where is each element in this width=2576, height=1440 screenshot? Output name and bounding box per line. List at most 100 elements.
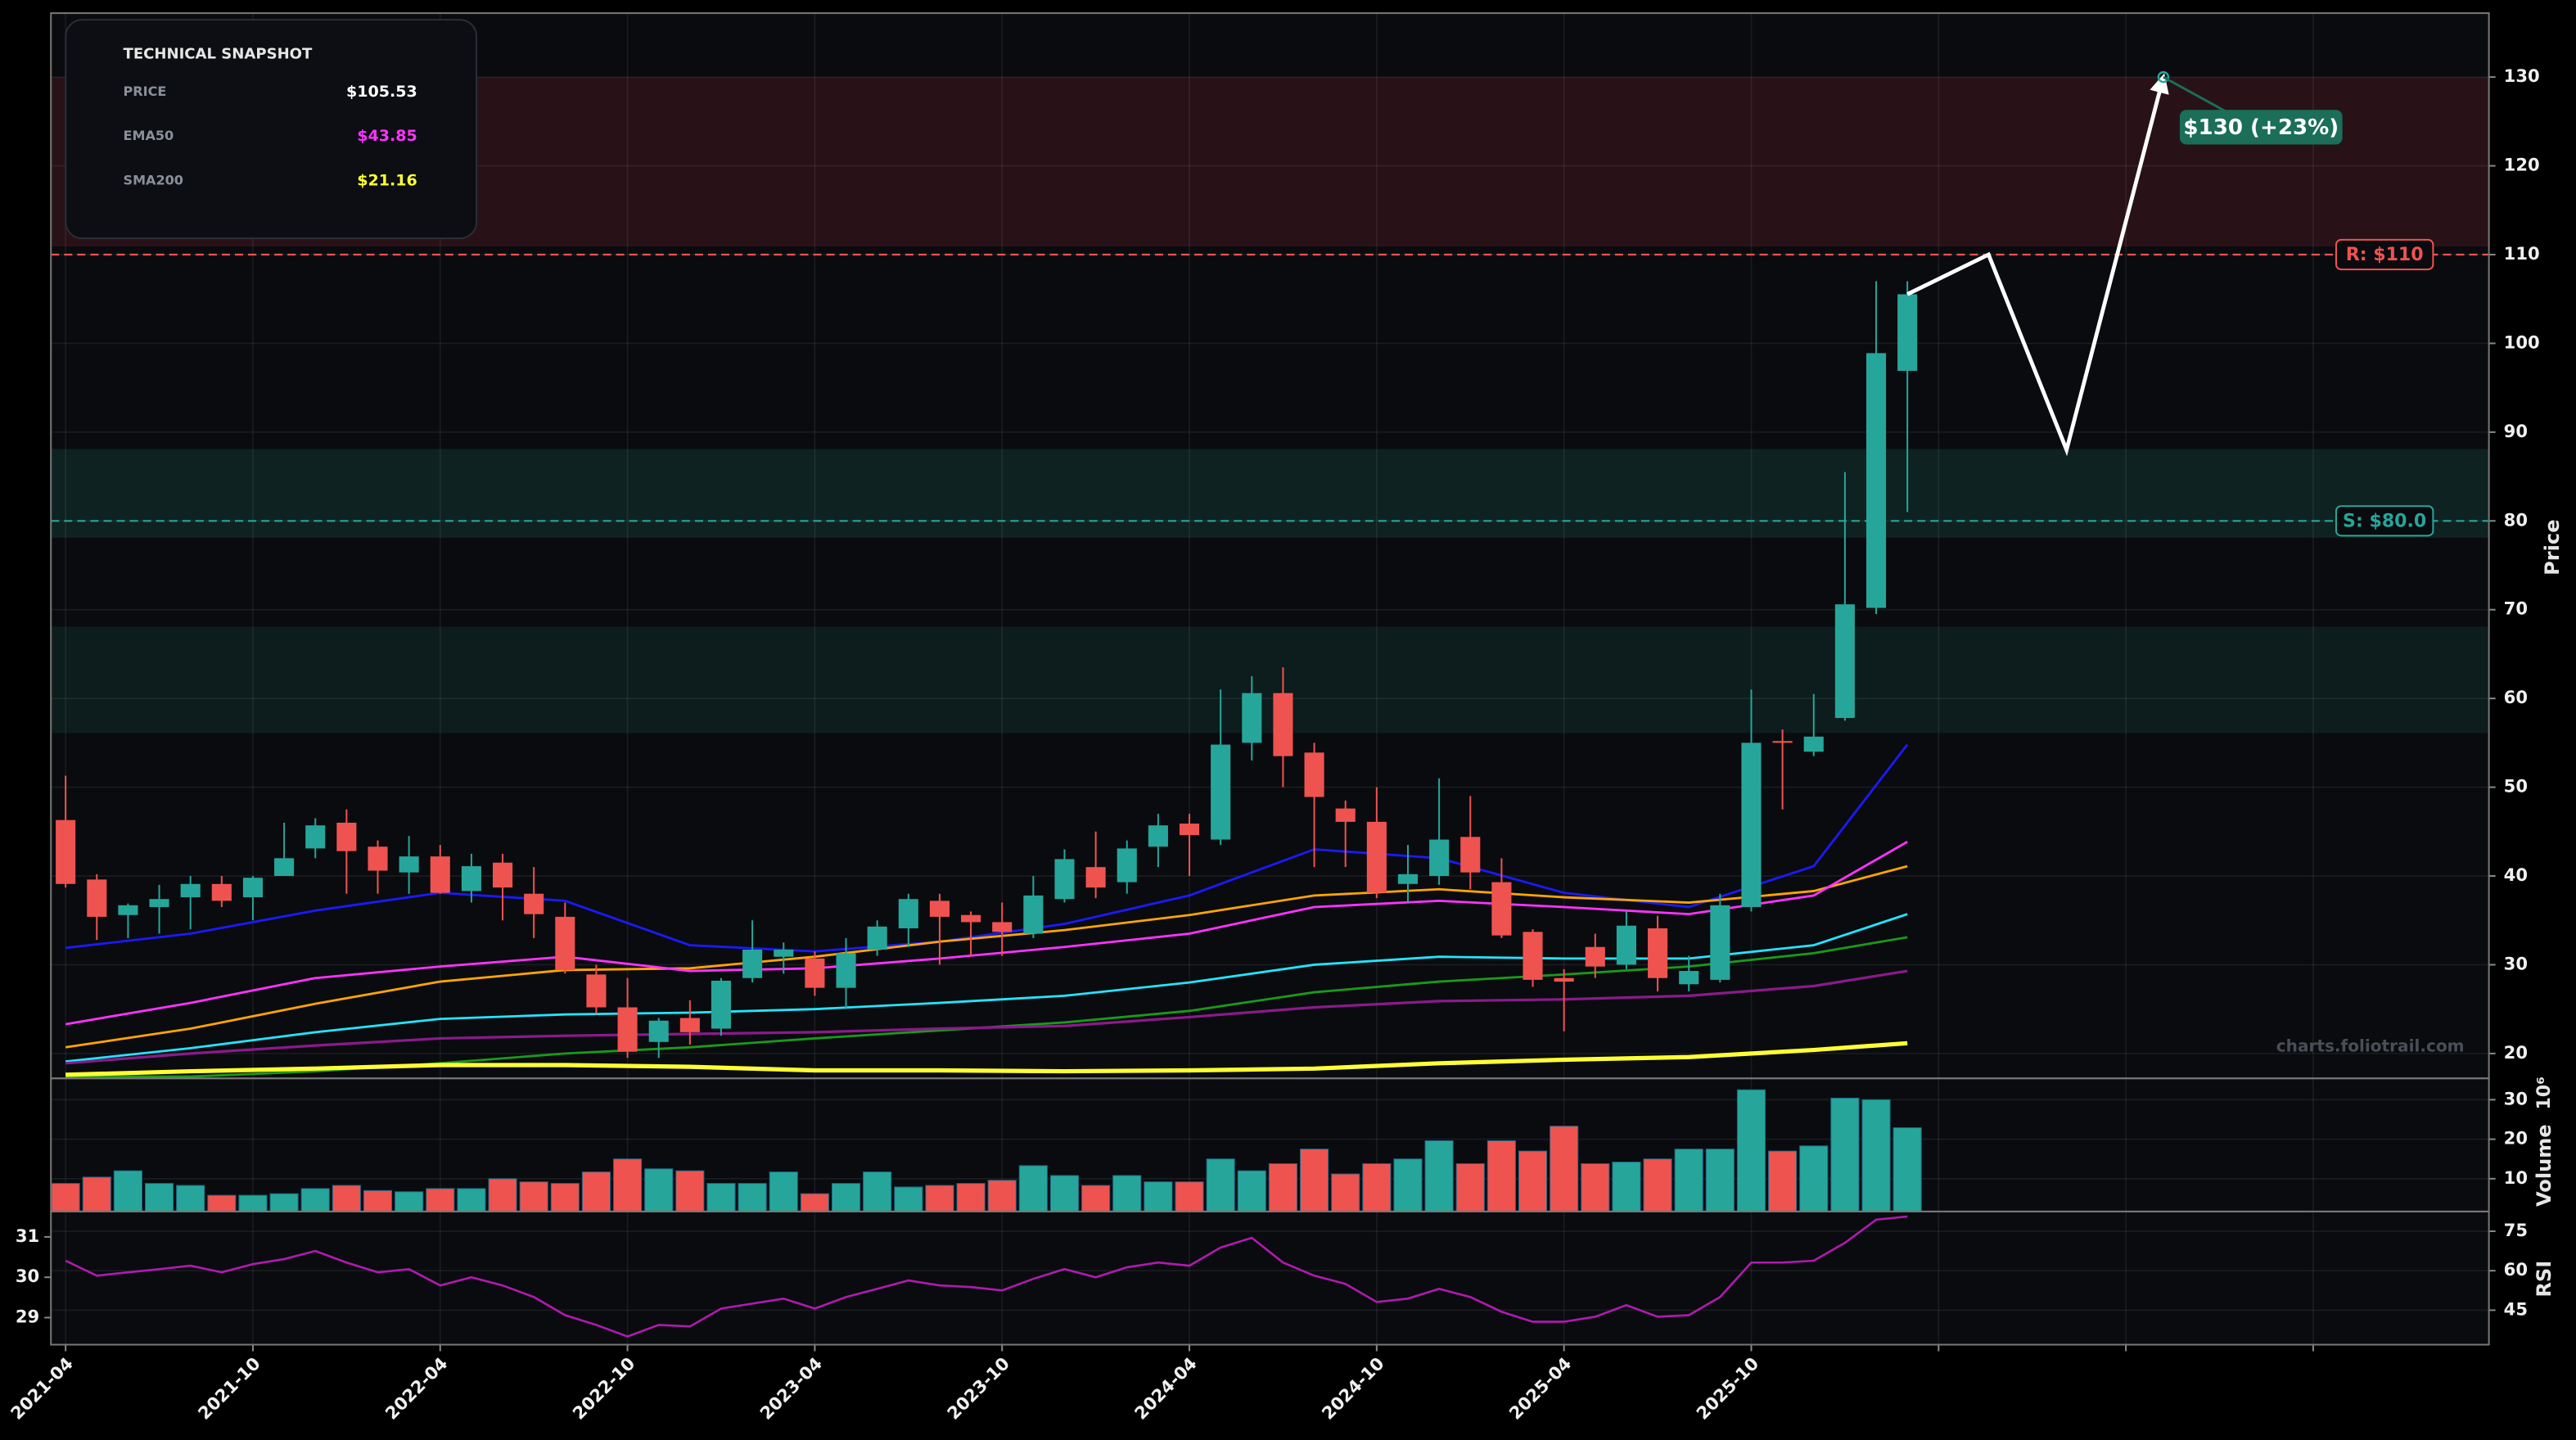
snapshot-frame — [65, 19, 478, 240]
volume-bar — [457, 1188, 486, 1212]
volume-bar — [1206, 1158, 1235, 1212]
volume-bar — [363, 1189, 393, 1212]
zone — [51, 626, 2489, 734]
volume-bar — [269, 1193, 299, 1212]
moving-average-line — [65, 969, 1908, 1065]
candle-body — [211, 883, 232, 901]
volume-bar — [987, 1180, 1017, 1212]
candle-body — [929, 901, 950, 917]
candle-body — [1648, 928, 1668, 978]
volume-axis-title: Volume — [2533, 1124, 2556, 1207]
price-tick-label: 20 — [2504, 1042, 2528, 1063]
candle-body — [1554, 977, 1574, 982]
candle-body — [305, 825, 326, 849]
rsi-tick-label: 75 — [2504, 1220, 2528, 1240]
volume-bar — [51, 1183, 80, 1212]
volume-bar — [1300, 1149, 1329, 1212]
level-label: S: $80.0 — [2343, 511, 2426, 531]
volume-tick-label: 10 — [2504, 1167, 2528, 1188]
moving-average-line — [65, 1041, 1908, 1077]
candle-body — [1772, 741, 1793, 743]
candle-body — [461, 866, 481, 892]
snapshot-label: PRICE — [124, 84, 167, 99]
candle-body — [56, 819, 76, 884]
candle-body — [711, 980, 732, 1029]
volume-bar — [644, 1168, 674, 1212]
candle-body — [87, 879, 107, 917]
volume-bar — [1049, 1175, 1080, 1212]
candle-body — [1741, 743, 1762, 907]
candle-body — [992, 922, 1013, 932]
price-tick-label: 60 — [2504, 687, 2528, 707]
volume-bar — [1487, 1140, 1516, 1212]
volume-bar — [581, 1171, 611, 1212]
volume-bar — [332, 1185, 361, 1212]
candle-body — [1117, 848, 1137, 883]
price-tick-label: 130 — [2504, 65, 2540, 86]
volume-bar — [1331, 1173, 1360, 1212]
candle-body — [555, 916, 575, 970]
projection-label-box — [2179, 110, 2343, 145]
candle-body — [1085, 867, 1106, 888]
zone — [51, 449, 2489, 538]
level-label-box — [2335, 238, 2434, 271]
candle-body — [1335, 808, 1356, 822]
volume-bar — [738, 1183, 767, 1212]
volume-bar — [113, 1170, 142, 1212]
snapshot-box: TECHNICAL SNAPSHOT PRICE $105.53 EMA50 $43.… — [65, 19, 478, 240]
candle-body — [1460, 837, 1481, 873]
rsi-line — [65, 1215, 1908, 1338]
candle-body — [149, 899, 169, 907]
candle-body — [274, 858, 295, 877]
volume-bar — [613, 1158, 643, 1212]
candle-body — [961, 914, 981, 923]
price-tick-label: 100 — [2504, 332, 2540, 352]
candle-body — [586, 974, 607, 1008]
candle-body — [1803, 736, 1824, 752]
candle-body — [399, 856, 419, 873]
volume-bar — [800, 1193, 829, 1212]
candle-body — [617, 1007, 638, 1052]
candle-body — [1148, 825, 1168, 847]
volume-bar — [176, 1185, 205, 1212]
candle-body — [1834, 604, 1855, 719]
price-tick-label: 80 — [2504, 509, 2528, 530]
candle-body — [1366, 821, 1387, 893]
candle-body — [1211, 744, 1231, 840]
price-tick-label: 110 — [2504, 243, 2540, 264]
price-tick-label: 70 — [2504, 598, 2528, 619]
volume-bar — [1861, 1099, 1891, 1212]
volume-bar — [1518, 1150, 1548, 1212]
candle-body — [430, 856, 450, 893]
rsi-left-tick-label: 29 — [16, 1307, 39, 1327]
volume-bar — [925, 1185, 954, 1212]
volume-bar — [207, 1194, 237, 1212]
snapshot-value: $21.16 — [357, 171, 417, 189]
volume-bar — [1550, 1126, 1579, 1212]
candle-body — [1304, 752, 1324, 797]
price-tick-label: 40 — [2504, 864, 2528, 885]
volume-bar — [1830, 1097, 1860, 1212]
volume-bar — [519, 1181, 548, 1212]
rsi-tick-label: 45 — [2504, 1298, 2528, 1319]
candle-body — [836, 953, 856, 988]
candle-body — [1023, 895, 1044, 934]
volume-bar — [1705, 1149, 1735, 1212]
price-tick-label: 90 — [2504, 421, 2528, 441]
candle-body — [242, 878, 263, 898]
volume-bar — [675, 1170, 705, 1212]
snapshot-title: TECHNICAL SNAPSHOT — [124, 45, 313, 62]
candle-body — [805, 958, 825, 988]
volume-bar — [894, 1186, 923, 1212]
volume-bar — [144, 1183, 174, 1212]
rsi-panel — [51, 1211, 2489, 1345]
volume-tick-label: 30 — [2504, 1088, 2528, 1108]
volume-bar — [395, 1191, 424, 1212]
level-label: R: $110 — [2346, 245, 2424, 265]
volume-bar — [1424, 1140, 1454, 1212]
volume-bar — [1268, 1162, 1298, 1212]
candle-body — [1242, 693, 1262, 743]
price-tick-label: 30 — [2504, 953, 2528, 973]
